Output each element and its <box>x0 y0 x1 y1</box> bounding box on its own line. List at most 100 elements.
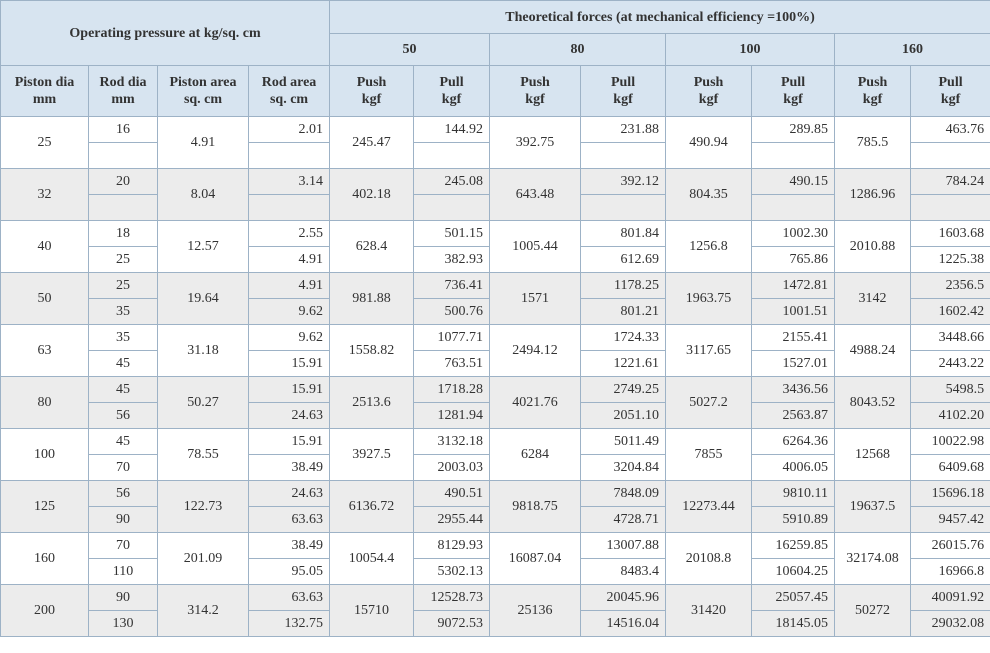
pull-force: 13007.88 <box>580 532 667 559</box>
piston-dia: 160 <box>0 532 89 585</box>
push-force: 981.88 <box>329 272 415 325</box>
push-force: 402.18 <box>329 168 415 221</box>
rod-dia: 16 <box>88 116 158 143</box>
pull-force: 1077.71 <box>413 324 491 351</box>
piston-area: 50.27 <box>157 376 249 429</box>
pull-force: 1718.28 <box>413 376 491 403</box>
column-header-line: Pull <box>780 75 806 90</box>
rod-dia: 56 <box>88 480 158 507</box>
pull-force: 1001.51 <box>751 298 836 325</box>
push-force: 1558.82 <box>329 324 415 377</box>
pull-force <box>413 142 491 169</box>
pull-force: 1225.38 <box>910 246 990 273</box>
column-header-line: kgf <box>525 92 545 107</box>
table-row: 35 9.62 500.76 801.21 1001.51 1602.42 <box>1 298 990 325</box>
table-row: 80 45 50.27 15.91 2513.6 1718.28 4021.76 2749.2… <box>0 376 990 429</box>
pull-force: 20045.96 <box>580 584 667 611</box>
push-force: 1571 <box>489 272 582 325</box>
rod-area: 15.91 <box>247 376 331 403</box>
push-force: 20108.8 <box>665 532 753 585</box>
pull-force: 5011.49 <box>580 428 667 455</box>
pull-force: 6409.68 <box>910 454 990 481</box>
table-row: 25 4.91 382.93 612.69 765.86 1225.38 <box>1 246 990 273</box>
push-force: 31420 <box>665 584 753 637</box>
rod-dia: 130 <box>88 610 158 637</box>
pull-force: 765.86 <box>751 246 836 273</box>
pull-force <box>751 142 836 169</box>
pull-force: 1602.42 <box>910 298 990 325</box>
push-force: 4021.76 <box>489 376 582 429</box>
column-header: Rod area sq. cm <box>247 65 331 117</box>
column-header-line: Push <box>857 75 888 90</box>
push-force: 2010.88 <box>834 220 912 273</box>
column-header-line: Push <box>520 75 550 90</box>
rod-area: 4.91 <box>247 246 331 273</box>
piston-dia: 40 <box>0 220 89 273</box>
pull-force <box>580 194 667 221</box>
piston-area: 8.04 <box>157 168 249 221</box>
push-force: 12273.44 <box>665 480 753 533</box>
header-row: Operating pressure at kg/sq. cm Theoretic… <box>0 0 990 66</box>
column-header-line: sq. cm <box>269 92 309 107</box>
rod-area: 9.62 <box>247 298 331 325</box>
pull-force: 245.08 <box>413 168 491 195</box>
push-force: 5027.2 <box>665 376 753 429</box>
column-header-line: Rod dia <box>99 75 147 90</box>
push-force: 3927.5 <box>329 428 415 481</box>
pull-force: 3204.84 <box>580 454 667 481</box>
pull-force: 5302.13 <box>413 558 491 585</box>
push-force: 19637.5 <box>834 480 912 533</box>
piston-dia: 25 <box>0 116 89 169</box>
push-force: 643.48 <box>489 168 582 221</box>
table-body: 25 16 4.91 2.01 245.47 144.92 392.75 231.88 490.… <box>0 116 990 637</box>
rod-area: 4.91 <box>247 272 331 299</box>
rod-area: 3.14 <box>247 168 331 195</box>
push-force: 1005.44 <box>489 220 582 273</box>
push-force: 7855 <box>665 428 753 481</box>
push-force: 16087.04 <box>489 532 582 585</box>
push-force: 25136 <box>489 584 582 637</box>
pull-force: 26015.76 <box>910 532 990 559</box>
push-force: 1286.96 <box>834 168 912 221</box>
rod-dia: 20 <box>88 168 158 195</box>
pull-force: 5910.89 <box>751 506 836 533</box>
rod-dia: 18 <box>88 220 158 247</box>
rod-area: 15.91 <box>247 350 331 377</box>
pull-force: 144.92 <box>413 116 491 143</box>
piston-area: 31.18 <box>157 324 249 377</box>
push-force: 1256.8 <box>665 220 753 273</box>
table-row: 70 38.49 2003.03 3204.84 4006.05 6409.68 <box>1 454 990 481</box>
rod-dia: 45 <box>88 350 158 377</box>
column-header-line: Pull <box>610 75 636 90</box>
pull-force: 8483.4 <box>580 558 667 585</box>
pull-force: 1527.01 <box>751 350 836 377</box>
rod-dia: 35 <box>88 324 158 351</box>
column-header: Piston dia mm <box>0 65 89 117</box>
push-force: 1963.75 <box>665 272 753 325</box>
pull-force: 289.85 <box>751 116 836 143</box>
rod-area: 63.63 <box>247 506 331 533</box>
pull-force: 382.93 <box>413 246 491 273</box>
pull-force: 14516.04 <box>580 610 667 637</box>
operating-pressure-header: Operating pressure at kg/sq. cm <box>0 0 331 66</box>
rod-dia: 90 <box>88 584 158 611</box>
table-row: 130 132.75 9072.53 14516.04 18145.05 29032.08 <box>1 610 990 637</box>
pull-force: 12528.73 <box>413 584 491 611</box>
pull-force: 500.76 <box>413 298 491 325</box>
column-header-line: kgf <box>613 92 633 107</box>
column-header-line: Push <box>693 75 724 90</box>
pull-force <box>910 194 990 221</box>
pull-force: 763.51 <box>413 350 491 377</box>
column-header-line: kgf <box>441 92 462 107</box>
pull-force: 392.12 <box>580 168 667 195</box>
rod-area <box>247 142 331 169</box>
rod-area: 63.63 <box>247 584 331 611</box>
table-row: 200 90 314.2 63.63 15710 12528.73 25136 20045.9… <box>0 584 990 637</box>
column-header-line: kgf <box>698 92 719 107</box>
pull-force: 4006.05 <box>751 454 836 481</box>
piston-area: 122.73 <box>157 480 249 533</box>
column-header: Pull kgf <box>413 65 491 117</box>
pull-force: 8129.93 <box>413 532 491 559</box>
push-force: 4988.24 <box>834 324 912 377</box>
